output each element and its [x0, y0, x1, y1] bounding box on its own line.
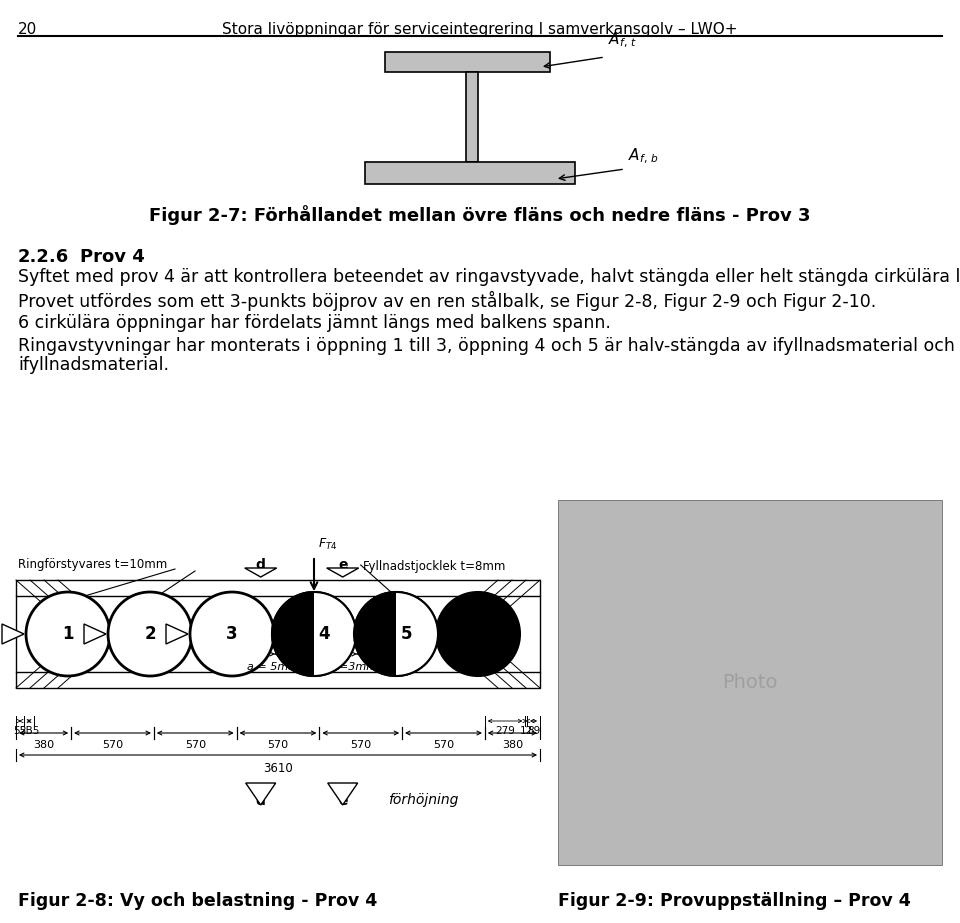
Bar [16, 672, 540, 688]
Text: $F_{T4}$: $F_{T4}$ [318, 537, 338, 552]
Text: Provet utfördes som ett 3-punkts böjprov av en ren stålbalk, se Figur 2-8, Figur: Provet utfördes som ett 3-punkts böjprov… [18, 291, 876, 311]
Bar [558, 500, 942, 865]
Text: 2B5: 2B5 [19, 726, 39, 736]
Polygon shape [84, 624, 106, 644]
Text: Figur 2-9: Provuppställning – Prov 4: Figur 2-9: Provuppställning – Prov 4 [558, 892, 911, 910]
Text: 380: 380 [33, 740, 54, 750]
Text: 5: 5 [400, 625, 412, 643]
Circle shape [108, 592, 192, 676]
Text: 89: 89 [527, 726, 540, 736]
Text: e: e [338, 794, 348, 808]
Text: Stora livöppningar för serviceintegrering I samverkansgolv – LWO+: Stora livöppningar för serviceintegrerin… [223, 22, 737, 37]
Text: 3610: 3610 [263, 762, 293, 775]
Text: 1: 1 [62, 625, 74, 643]
Wedge shape [396, 592, 438, 676]
Text: Photo: Photo [722, 673, 778, 692]
Text: 570: 570 [433, 740, 454, 750]
Text: Syftet med prov 4 är att kontrollera beteendet av ringavstyvade, halvt stängda e: Syftet med prov 4 är att kontrollera bet… [18, 268, 960, 286]
Wedge shape [314, 592, 356, 676]
Text: 570: 570 [102, 740, 123, 750]
Circle shape [190, 592, 274, 676]
Text: Ringavstyvningar har monterats i öppning 1 till 3, öppning 4 och 5 är halv-stäng: Ringavstyvningar har monterats i öppning… [18, 337, 960, 355]
Circle shape [26, 592, 110, 676]
Text: $A_{f,\,b}$: $A_{f,\,b}$ [628, 147, 659, 166]
Text: Figur 2-8: Vy och belastning - Prov 4: Figur 2-8: Vy och belastning - Prov 4 [18, 892, 377, 910]
Text: d: d [255, 558, 266, 572]
Bar [466, 72, 478, 162]
Text: 570: 570 [268, 740, 289, 750]
Text: 12: 12 [519, 726, 533, 736]
Circle shape [272, 592, 356, 676]
Text: 20: 20 [18, 22, 37, 37]
Text: förhöjning: förhöjning [388, 793, 458, 807]
Circle shape [436, 592, 520, 676]
Text: Ringförstyvares t=10mm: Ringförstyvares t=10mm [18, 558, 167, 571]
Polygon shape [166, 624, 188, 644]
Text: Fyllnadstjocklek t=8mm: Fyllnadstjocklek t=8mm [363, 560, 505, 573]
Text: $A_{f,\,t}$: $A_{f,\,t}$ [608, 30, 636, 50]
Text: Figur 2-7: Förhållandet mellan övre fläns och nedre fläns - Prov 3: Figur 2-7: Förhållandet mellan övre flän… [149, 205, 811, 225]
Bar [385, 52, 550, 72]
Text: 279: 279 [495, 726, 515, 736]
Text: 3: 3 [227, 625, 238, 643]
Text: a=3mm: a=3mm [332, 662, 377, 672]
Text: a = 5mm: a = 5mm [247, 662, 300, 672]
Text: 6 cirkülära öppningar har fördelats jämnt längs med balkens spann.: 6 cirkülära öppningar har fördelats jämn… [18, 314, 611, 332]
Polygon shape [246, 783, 276, 805]
Bar [16, 580, 540, 596]
Text: 2.2.6: 2.2.6 [18, 248, 69, 266]
Text: 570: 570 [350, 740, 372, 750]
Text: 2: 2 [144, 625, 156, 643]
Bar [365, 162, 575, 184]
Polygon shape [2, 624, 24, 644]
Polygon shape [245, 568, 276, 577]
Text: Prov 4: Prov 4 [80, 248, 145, 266]
Text: ifyllnadsmaterial.: ifyllnadsmaterial. [18, 356, 169, 374]
Polygon shape [327, 783, 358, 805]
Text: 4: 4 [319, 625, 330, 643]
Text: d: d [255, 794, 266, 808]
Text: e: e [338, 558, 348, 572]
Polygon shape [326, 568, 359, 577]
Circle shape [354, 592, 438, 676]
Text: 55: 55 [13, 726, 27, 736]
Text: 380: 380 [502, 740, 523, 750]
Text: 570: 570 [184, 740, 205, 750]
